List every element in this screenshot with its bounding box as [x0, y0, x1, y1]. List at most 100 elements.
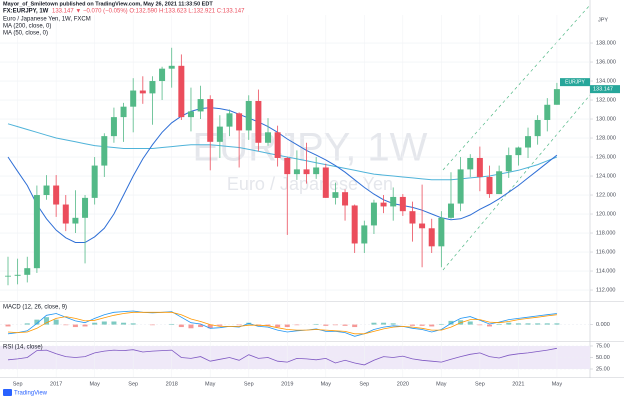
- candle-body: [168, 65, 175, 69]
- macd-histogram-bar: [525, 323, 531, 325]
- macd-histogram-bar: [198, 324, 204, 328]
- candle-body: [284, 157, 291, 175]
- candle-body: [149, 81, 156, 94]
- x-tick-label: Sep: [244, 381, 254, 387]
- candle-body: [457, 169, 464, 204]
- macd-histogram-bar: [63, 324, 69, 326]
- macd-histogram-bar: [554, 323, 560, 325]
- candle-body: [33, 195, 40, 269]
- candle-body: [534, 119, 541, 137]
- x-tick-label: May: [321, 381, 332, 387]
- candle-body: [53, 185, 60, 205]
- candle-body: [139, 90, 146, 94]
- candle-body: [476, 157, 483, 177]
- candle-body: [265, 132, 272, 143]
- macd-histogram-bar: [323, 324, 329, 326]
- candle-body: [187, 111, 194, 118]
- macd-histogram-bar: [448, 320, 454, 325]
- candle-body: [486, 176, 493, 195]
- macd-histogram-bar: [535, 323, 541, 325]
- x-tick-label: May: [552, 381, 563, 387]
- quote: 133.147 ▼ −0.070 (−0.05%) O:132.590 H:13…: [52, 9, 245, 15]
- author-line: Mayor_of_Smiletown published on TradingV…: [3, 1, 213, 7]
- macd-histogram-bar: [149, 324, 155, 326]
- candle-body: [553, 89, 560, 105]
- candle-body: [361, 225, 368, 244]
- candle-body: [255, 100, 262, 143]
- macd-histogram-bar: [44, 317, 50, 325]
- macd-histogram-bar: [130, 323, 136, 325]
- x-tick-label: Sep: [13, 381, 23, 387]
- macd-histogram-bar: [487, 324, 492, 327]
- macd-histogram-bar: [34, 319, 40, 325]
- macd-histogram-bar: [169, 323, 175, 325]
- y-tick-label: 118.000: [596, 230, 615, 236]
- macd-histogram-bar: [352, 324, 358, 328]
- macd-histogram-bar: [5, 324, 11, 327]
- rsi-title: RSI (14, close): [3, 345, 43, 351]
- candle-body: [130, 90, 137, 107]
- x-tick-label: 2018: [166, 381, 178, 387]
- candle-body: [159, 68, 166, 82]
- y-tick-label: 130.000: [596, 116, 616, 122]
- macd-histogram-bar: [82, 324, 88, 327]
- y-tick-label: 128.000: [596, 135, 616, 141]
- candle-body: [370, 202, 377, 226]
- macd-histogram-bar: [92, 322, 98, 325]
- candle-body: [322, 167, 329, 198]
- candle-body: [390, 196, 397, 207]
- x-tick-label: 2017: [50, 381, 62, 387]
- candle-body: [380, 202, 387, 207]
- candle-body: [110, 117, 117, 137]
- macd-title: MACD (12, 26, close, 9): [3, 305, 67, 311]
- price-tag: [590, 85, 620, 94]
- macd-histogram-bar: [265, 324, 271, 326]
- y-tick-label: 136.000: [596, 59, 616, 65]
- candle-body: [24, 268, 31, 275]
- candle-body: [62, 204, 69, 224]
- candle-body: [101, 136, 108, 166]
- candle-body: [303, 169, 310, 175]
- macd-histogram-bar: [313, 323, 319, 325]
- candle-body: [82, 197, 89, 218]
- macd-histogram-bar: [477, 324, 483, 326]
- candle-body: [399, 196, 406, 212]
- macd-histogram-bar: [438, 323, 444, 325]
- y-tick-label: 134.000: [596, 78, 616, 84]
- candle-body: [72, 217, 79, 224]
- macd-histogram-bar: [236, 324, 242, 326]
- candle-body: [207, 99, 214, 142]
- macd-histogram-bar: [544, 323, 550, 325]
- y-tick-label: 126.000: [596, 154, 616, 160]
- y-tick-label: 122.000: [596, 192, 616, 198]
- x-tick-label: Sep: [359, 381, 369, 387]
- macd-histogram-bar: [121, 322, 127, 325]
- currency-label: JPY: [598, 17, 608, 23]
- candle-body: [91, 165, 98, 198]
- candle-body: [245, 100, 252, 131]
- y-tick-label: 114.000: [596, 268, 615, 274]
- watermark-subtitle: Euro / Japanese Yen: [227, 174, 393, 194]
- macd-histogram-bar: [188, 324, 194, 329]
- candle-body: [14, 274, 21, 276]
- moving-average: [7, 107, 558, 243]
- trend-channel: [442, 4, 591, 271]
- y-tick-label: 124.000: [596, 173, 616, 179]
- macd-histogram-bar: [72, 324, 78, 328]
- candle-body: [226, 113, 233, 127]
- legend-entry: MA (50, close, 0): [3, 31, 48, 37]
- candle-body: [197, 99, 204, 112]
- chart-title: Euro / Japanese Yen, 1W, FXCM: [3, 17, 91, 23]
- macd-histogram-bar: [506, 322, 512, 325]
- macd-histogram-bar: [24, 323, 30, 325]
- candle-body: [515, 147, 522, 156]
- y-tick-label: 116.000: [596, 249, 615, 255]
- candle-body: [274, 132, 281, 158]
- panel-borders: [0, 0, 624, 378]
- macd-histogram-bar: [101, 321, 107, 325]
- footer[interactable]: TradingView: [14, 391, 48, 397]
- y-tick-label: 112.000: [596, 287, 615, 293]
- y-tick-label: 50.00: [596, 355, 610, 361]
- symbol-tag: [560, 78, 590, 87]
